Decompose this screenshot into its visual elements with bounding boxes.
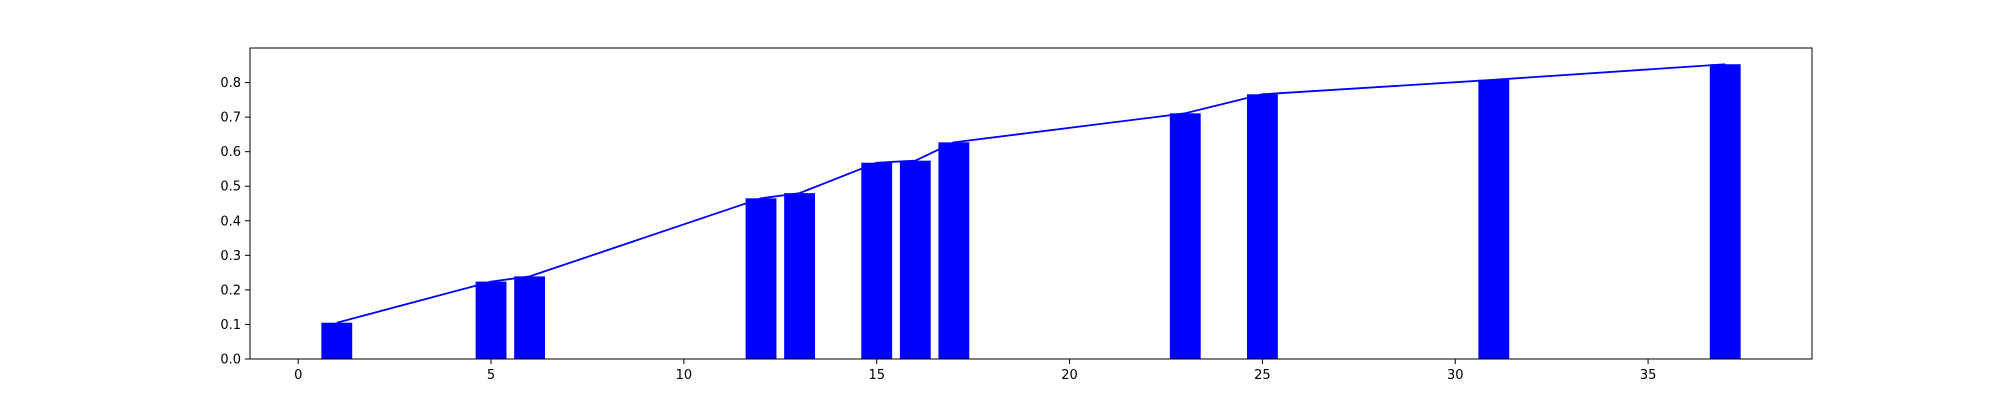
y-tick-label-5: 0.5	[220, 180, 241, 195]
bars-layer	[321, 64, 1741, 360]
axes-layer: 0 5 10 15 20 25 30 35 0.0 0.1 0.2 0.3 0.4 0.5 0.6 0.7 0.…	[220, 47, 1813, 383]
x-tick-label-3: 15	[868, 368, 885, 383]
bar-4	[784, 193, 816, 359]
bar-7	[938, 142, 970, 359]
y-tick-label-1: 0.1	[220, 318, 241, 333]
bar-9	[1246, 94, 1278, 359]
bar-6	[899, 160, 931, 359]
y-tick-label-0: 0.0	[220, 353, 241, 368]
bar-3	[745, 198, 777, 359]
bar-0	[321, 322, 353, 359]
x-tick-label-7: 35	[1640, 368, 1657, 383]
x-tick-label-0: 0	[294, 368, 302, 383]
bar-8	[1169, 113, 1201, 359]
bar-11	[1709, 64, 1741, 359]
y-tick-label-4: 0.4	[220, 214, 241, 229]
x-tick-label-4: 20	[1061, 368, 1078, 383]
bar-10	[1478, 79, 1510, 360]
bar-5	[861, 162, 893, 359]
y-tick-label-2: 0.2	[220, 283, 241, 298]
bar-1	[475, 281, 507, 359]
bar-2	[514, 276, 546, 359]
x-tick-label-5: 25	[1254, 368, 1271, 383]
y-tick-label-7: 0.7	[220, 111, 241, 126]
plot-frame	[249, 47, 1813, 360]
x-tick-label-2: 10	[676, 368, 693, 383]
y-tick-label-6: 0.6	[220, 145, 241, 160]
y-tick-label-3: 0.3	[220, 249, 241, 264]
x-tick-label-6: 30	[1447, 368, 1464, 383]
line-layer	[336, 63, 1726, 324]
series-line	[336, 63, 1726, 324]
y-tick-label-8: 0.8	[220, 76, 241, 91]
x-tick-label-1: 5	[487, 368, 495, 383]
